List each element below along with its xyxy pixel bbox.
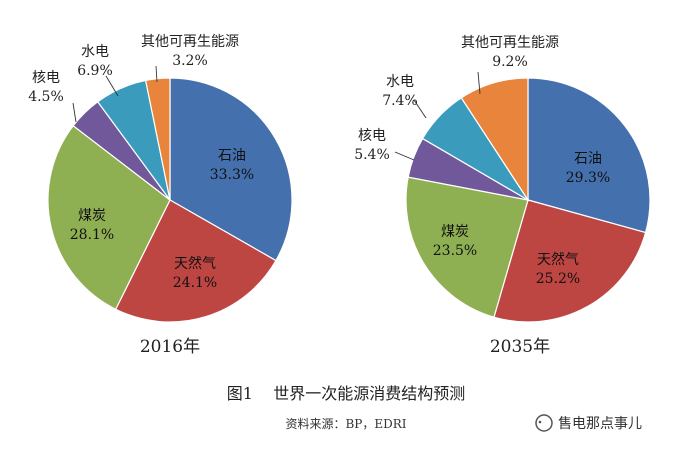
pie-slice: [114, 199, 277, 323]
slice-name-label: 煤炭: [441, 224, 469, 240]
slice-value-label: 29.3%: [566, 170, 610, 186]
leader-line: [477, 71, 481, 95]
slice-name-label: 其他可再生能源: [141, 34, 239, 50]
pie-slice: [144, 77, 171, 201]
leader-line: [155, 65, 158, 83]
pie-chart-2016: 石油 33.3% 天然气 24.1% 煤炭 28.1% 核电 4.5% 水电 6.9% 其他可再生能…: [28, 34, 293, 323]
watermark-text: 售电那点事儿: [558, 416, 642, 432]
pie-slice: [169, 77, 293, 262]
slice-value-label: 7.4%: [382, 93, 418, 109]
slice-name-label: 其他可再生能源: [461, 35, 559, 51]
slice-value-label: 33.3%: [210, 167, 254, 183]
source-note: 资料来源：BP，EDRI: [285, 417, 406, 431]
figure-caption: 图1 世界一次能源消费结构预测: [227, 384, 466, 403]
slice-name-label: 天然气: [174, 255, 216, 272]
slice-value-label: 23.5%: [433, 243, 477, 259]
pie-slice: [460, 77, 529, 203]
leader-line: [394, 151, 415, 161]
leader-line: [72, 102, 77, 123]
slice-name-label: 石油: [574, 151, 602, 167]
slice-value-label: 28.1%: [70, 227, 114, 243]
pie-slice: [527, 77, 651, 234]
slice-value-label: 9.2%: [492, 54, 528, 70]
pie-slice: [493, 199, 647, 323]
slice-name-label: 水电: [386, 74, 414, 90]
slice-name-label: 水电: [81, 44, 109, 60]
slice-name-label: 天然气: [537, 251, 579, 268]
slice-value-label: 5.4%: [354, 147, 390, 163]
slice-name-label: 石油: [218, 148, 246, 164]
slice-value-label: 25.2%: [536, 271, 580, 287]
pie-slice: [405, 176, 529, 318]
leader-line: [413, 99, 427, 119]
slice-name-label: 煤炭: [78, 208, 106, 224]
slice-name-label: 核电: [358, 128, 386, 144]
leader-line: [105, 75, 119, 97]
slice-value-label: 24.1%: [173, 275, 217, 291]
chat-bubble-icon: [535, 414, 553, 432]
slice-name-label: 核电: [32, 70, 60, 86]
watermark: 售电那点事儿: [535, 414, 642, 432]
pie-chart-2035: 石油 29.3% 天然气 25.2% 煤炭 23.5% 核电 5.4% 水电 7.4% 其他可再生能…: [354, 35, 651, 323]
slice-value-label: 3.2%: [172, 53, 208, 69]
year-label-2016: 2016年: [140, 337, 200, 357]
pie-slice: [47, 124, 171, 311]
chat-bubble-icon-inner: [538, 420, 542, 424]
year-label-2035: 2035年: [490, 337, 550, 357]
slice-value-label: 4.5%: [28, 89, 64, 105]
slice-value-label: 6.9%: [77, 63, 113, 79]
